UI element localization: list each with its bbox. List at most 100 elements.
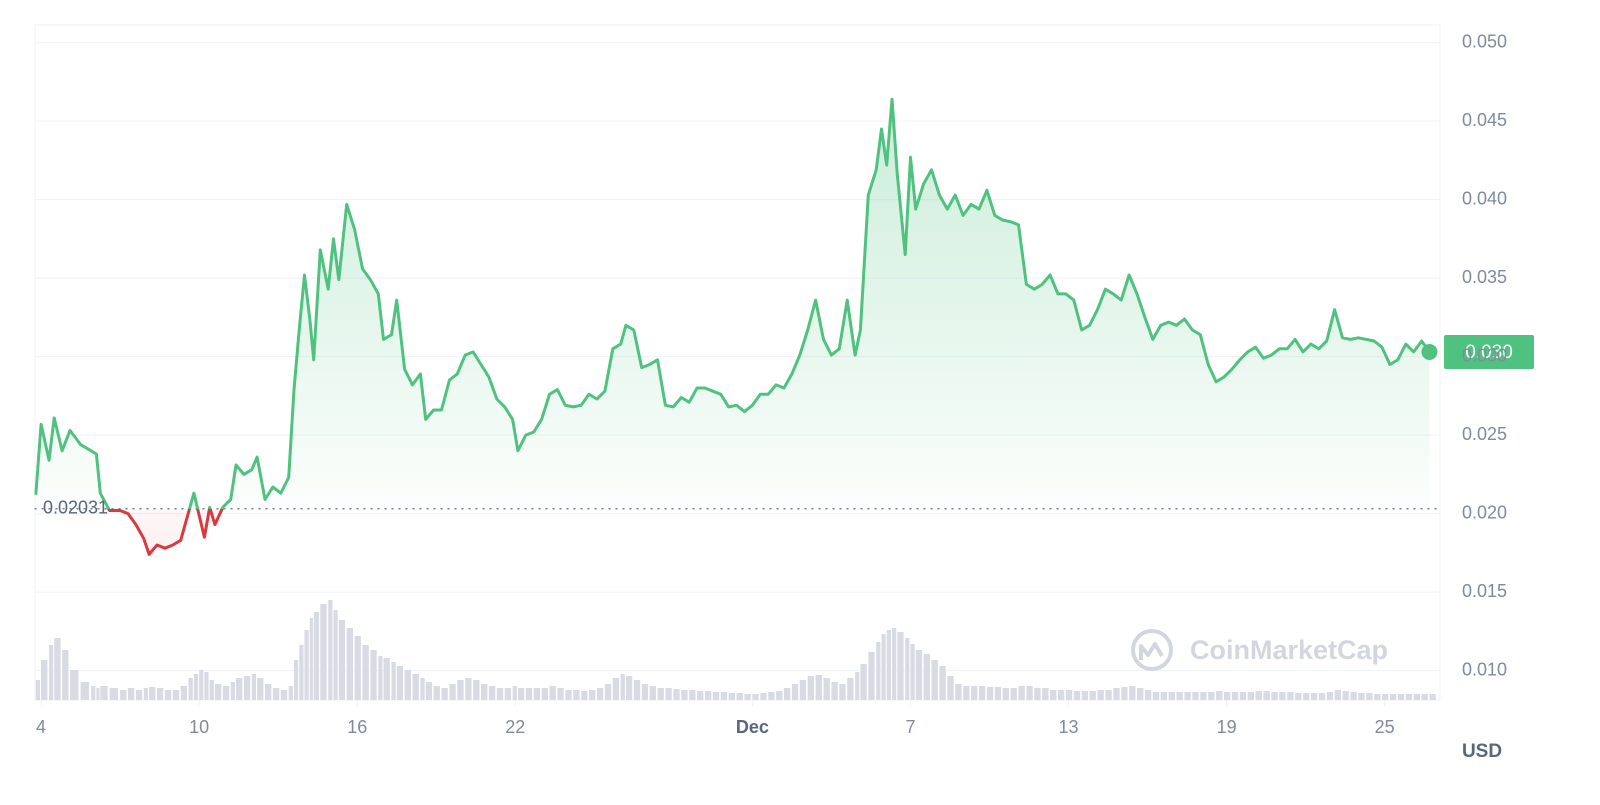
volume-bars (35, 600, 1436, 700)
volume-bar (1042, 688, 1049, 700)
x-tick-label: Dec (736, 717, 769, 737)
axes: 0.010 0.015 0.020 0.025 0.030 0.035 0.040 0.045… (36, 31, 1507, 736)
current-price-dot (1421, 343, 1438, 360)
y-tick-label: 0.010 (1462, 659, 1507, 679)
x-tick-label: 22 (505, 717, 525, 737)
volume-bar (299, 645, 304, 700)
volume-bar (581, 691, 588, 700)
volume-bar (383, 658, 390, 700)
volume-bar (127, 688, 135, 700)
volume-bar (955, 684, 962, 700)
volume-bar (304, 630, 309, 700)
volume-bar (549, 686, 556, 700)
volume-bar (876, 642, 881, 700)
volume-bar (1065, 690, 1073, 700)
volume-bar (612, 678, 620, 700)
volume-bar (1358, 693, 1365, 700)
volume-bar (378, 656, 383, 700)
volume-bar (1097, 690, 1104, 700)
volume-bar (512, 686, 517, 700)
volume-bar (1350, 692, 1357, 700)
volume-bar (905, 638, 910, 700)
volume-bar (433, 686, 440, 700)
watermark-text: CoinMarketCap (1190, 635, 1388, 665)
x-tick-label: 4 (36, 717, 46, 737)
volume-bar (673, 689, 680, 700)
volume-bar (272, 688, 280, 700)
volume-bar (915, 650, 923, 700)
volume-bar (978, 686, 986, 700)
x-tick-label: 16 (347, 717, 367, 737)
volume-bar (1255, 691, 1262, 700)
volume-bar (164, 690, 172, 700)
volume-bar (1382, 694, 1389, 700)
volume-bar (1342, 691, 1349, 700)
volume-bar (986, 687, 994, 700)
volume-bar (897, 632, 904, 700)
volume-bar (596, 688, 604, 700)
volume-bar (947, 676, 954, 700)
volume-bar (752, 694, 759, 700)
volume-bar (109, 688, 118, 700)
volume-bar (481, 684, 488, 700)
volume-bar (1208, 692, 1215, 700)
volume-bar (681, 690, 688, 700)
volume-bar (589, 690, 596, 700)
volume-bar (541, 688, 548, 700)
volume-bar (1374, 694, 1381, 700)
volume-bar (728, 693, 735, 700)
volume-bar (35, 680, 41, 700)
volume-bar (313, 612, 320, 700)
volume-bar (971, 686, 978, 700)
volume-bar (214, 684, 222, 700)
volume-bar (320, 604, 327, 700)
volume-bar (333, 610, 338, 700)
volume-bar (391, 662, 396, 700)
volume-bar (156, 688, 164, 700)
volume-bar (180, 686, 188, 700)
volume-bar (504, 688, 512, 700)
y-tick-label: 0.020 (1462, 502, 1507, 522)
volume-bar (994, 687, 1002, 700)
volume-bar (1176, 692, 1183, 700)
volume-bar (868, 652, 875, 700)
volume-bar (1026, 686, 1033, 700)
volume-bar (533, 688, 541, 700)
volume-bar (1121, 687, 1128, 700)
volume-bar (657, 688, 664, 700)
volume-bar (604, 684, 612, 700)
volume-bar (230, 682, 235, 700)
volume-bar (1247, 692, 1255, 700)
volume-bar (1105, 690, 1112, 700)
volume-bar (736, 693, 743, 700)
current-price-badge (1444, 334, 1534, 369)
baseline-label: 0.02031 (43, 498, 108, 518)
volume-bar (649, 686, 656, 700)
x-tick-label: 19 (1217, 717, 1237, 737)
volume-bar (1018, 686, 1025, 700)
volume-bar (1057, 690, 1065, 700)
x-tick-label: 7 (905, 717, 915, 737)
volume-bar (288, 686, 293, 700)
volume-bar (449, 684, 456, 700)
volume-bar (831, 682, 838, 700)
volume-bar (1405, 694, 1413, 700)
volume-bar (1397, 694, 1405, 700)
watermark-logo-mark (1139, 642, 1164, 660)
volume-bar (1231, 692, 1239, 700)
volume-bar (1050, 690, 1057, 700)
x-tick-label: 25 (1375, 717, 1395, 737)
y-tick-label: 0.045 (1462, 110, 1507, 130)
volume-bar (939, 666, 946, 700)
volume-bar (931, 660, 938, 700)
volume-bar (807, 676, 815, 700)
y-tick-label: 0.035 (1462, 267, 1507, 287)
volume-bar (457, 680, 464, 700)
volume-bar (1287, 692, 1294, 700)
y-tick-label: 0.015 (1462, 581, 1507, 601)
volume-bar (1326, 692, 1334, 700)
y-tick-label: 0.050 (1462, 31, 1507, 51)
volume-bar (517, 688, 525, 700)
